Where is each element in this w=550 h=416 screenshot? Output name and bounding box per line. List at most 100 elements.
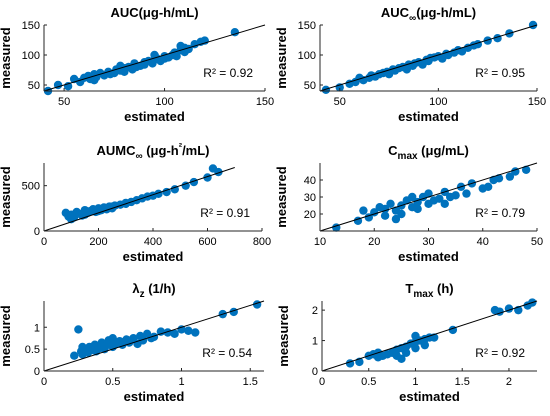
y-tick-label: 1 <box>312 336 318 348</box>
data-point <box>408 192 417 202</box>
x-axis-label: estimated <box>123 249 184 264</box>
fit-line <box>319 162 538 232</box>
data-point <box>505 172 515 181</box>
data-point <box>494 174 504 183</box>
panel-3: 0 200 400 600 800 0 500 estimated measured R² = 0… <box>0 163 271 264</box>
x-axis-label: estimated <box>398 249 459 264</box>
y-axis-label: measured <box>0 27 13 88</box>
data-point <box>401 348 411 357</box>
data-point <box>397 209 406 219</box>
chart-title: Cmax (μg/mL) <box>388 143 469 162</box>
data-point <box>138 336 148 345</box>
data-point <box>163 328 172 337</box>
data-point <box>435 194 444 203</box>
fit-line <box>43 24 266 92</box>
y-tick-label: 0.5 <box>25 344 40 356</box>
data-point <box>74 325 83 334</box>
chart-title: AUC(μg-h/mL) <box>110 5 198 20</box>
data-point <box>184 326 193 335</box>
y-tick-label: 100 <box>298 50 316 62</box>
y-tick-label: 2 <box>312 305 318 317</box>
data-point <box>424 189 433 198</box>
x-tick-label: 100 <box>429 96 447 108</box>
x-tick-label: 50 <box>334 96 346 108</box>
fit-line <box>43 167 235 232</box>
x-tick-label: 0 <box>319 376 325 388</box>
chart-title: λz (1/h) <box>132 281 175 300</box>
x-tick-label: 200 <box>89 236 107 248</box>
x-tick-label: 1 <box>412 376 418 388</box>
x-tick-label: 0 <box>41 236 47 248</box>
data-point <box>462 189 471 198</box>
y-tick-label: 30 <box>304 192 316 204</box>
panel-6: 0 0.5 1 1.5 2 0 1 2 estimated measured R² = 0.92 <box>276 298 538 404</box>
y-tick-label: 0 <box>34 366 40 378</box>
x-axis-label: estimated <box>124 389 185 404</box>
x-tick-label: 50 <box>531 236 543 248</box>
data-point <box>321 85 331 95</box>
data-point <box>90 76 99 85</box>
y-tick-label: 100 <box>22 50 40 62</box>
data-point <box>170 329 179 339</box>
panel-2: 50 100 150 50 100 150 estimated measured R² = 0.… <box>274 20 546 124</box>
r-squared-annotation: R² = 0.92 <box>203 66 253 80</box>
x-tick-label: 150 <box>528 96 546 108</box>
x-tick-label: 50 <box>58 96 70 108</box>
y-tick-label: 500 <box>22 181 40 193</box>
x-axis-label: estimated <box>398 109 459 124</box>
data-point <box>386 199 395 208</box>
x-tick-label: 30 <box>422 236 434 248</box>
x-tick-label: 600 <box>198 236 216 248</box>
x-tick-label: 100 <box>155 96 173 108</box>
y-tick-label: 50 <box>304 80 316 92</box>
data-point <box>149 332 159 342</box>
x-tick-label: 40 <box>477 236 489 248</box>
data-point <box>451 191 460 200</box>
y-tick-label: 150 <box>298 20 316 32</box>
y-tick-label: 40 <box>304 175 316 187</box>
data-point <box>521 165 531 174</box>
x-tick-label: 2 <box>506 376 512 388</box>
x-tick-label: 1.5 <box>243 376 258 388</box>
y-axis-label: measured <box>274 27 289 88</box>
panel-4: 10 20 30 40 50 20 30 40 estimated measured R² = 0.… <box>274 162 543 264</box>
data-point <box>483 182 493 191</box>
x-tick-label: 10 <box>314 236 326 248</box>
x-tick-label: 1.5 <box>455 376 470 388</box>
data-point <box>411 331 420 341</box>
x-tick-label: 150 <box>256 96 274 108</box>
y-axis-label: measured <box>0 305 13 366</box>
chart-title: AUC∞(μg-h/mL) <box>381 5 476 24</box>
y-tick-label: 1 <box>34 322 40 334</box>
data-point <box>156 327 166 336</box>
data-point <box>177 325 186 334</box>
y-tick-label: 0 <box>312 366 318 378</box>
r-squared-annotation: R² = 0.92 <box>475 346 525 360</box>
x-tick-label: 0.5 <box>361 376 376 388</box>
data-point <box>411 343 420 353</box>
data-point <box>413 204 422 214</box>
x-tick-label: 20 <box>368 236 380 248</box>
y-tick-label: 150 <box>22 20 40 32</box>
data-point <box>78 342 87 352</box>
y-axis-label: measured <box>276 305 291 366</box>
fit-line <box>43 300 265 372</box>
fit-line <box>319 24 538 92</box>
r-squared-annotation: R² = 0.54 <box>202 346 252 360</box>
data-point <box>191 328 200 337</box>
data-point <box>483 36 492 45</box>
x-tick-label: 400 <box>144 236 162 248</box>
x-tick-label: 800 <box>253 236 271 248</box>
chart-title: AUMC∞ (μg-h²/mL) <box>96 142 209 162</box>
panel-1: 50 100 150 50 100 150 estimated measured R² = 0.… <box>0 20 274 124</box>
data-point <box>440 199 449 208</box>
data-point <box>397 354 406 364</box>
data-point <box>380 211 390 220</box>
data-point <box>70 351 79 360</box>
y-tick-label: 50 <box>28 80 40 92</box>
data-point <box>359 206 368 215</box>
r-squared-annotation: R² = 0.95 <box>475 66 525 80</box>
chart-title: Tmax (h) <box>405 281 453 300</box>
